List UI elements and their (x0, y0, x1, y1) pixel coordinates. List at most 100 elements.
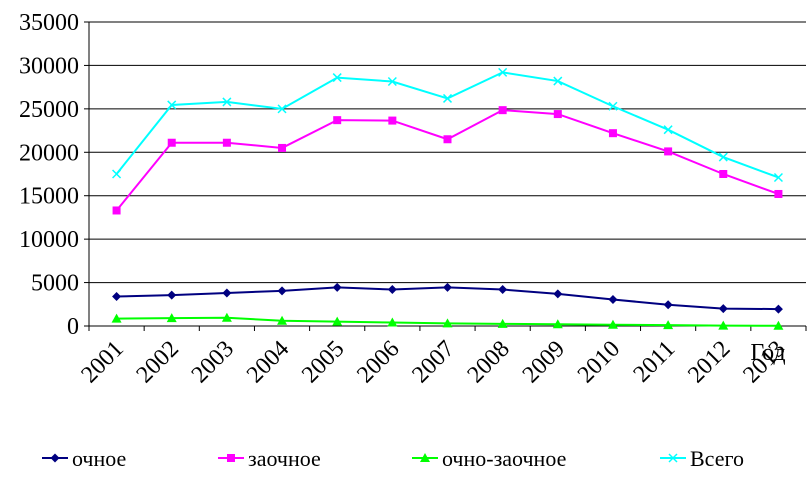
marker-stroke (668, 453, 678, 463)
marker-stroke (112, 169, 122, 179)
x-tick-label: 2008 (463, 336, 515, 388)
data-point (387, 317, 398, 327)
data-point (718, 304, 728, 314)
marker-stroke (498, 67, 508, 77)
marker-stroke (608, 101, 618, 111)
y-tick-label: 35000 (19, 10, 79, 36)
legend-label: очно-заочное (442, 446, 566, 471)
data-point (167, 138, 176, 147)
x-axis-label: Год (750, 340, 785, 366)
legend-item: Всего (660, 446, 744, 471)
data-point (222, 138, 231, 147)
data-point (774, 189, 783, 198)
data-point (773, 172, 783, 183)
marker-stroke (387, 76, 397, 87)
data-point (553, 110, 562, 119)
data-point (112, 206, 121, 215)
legend-item: очное (42, 446, 126, 471)
y-tick-label: 0 (67, 314, 79, 340)
data-point (222, 97, 232, 107)
data-point (719, 170, 728, 178)
y-tick-label: 30000 (19, 53, 79, 79)
data-point (111, 313, 122, 323)
x-tick-label: 2003 (187, 336, 239, 388)
data-point (663, 125, 673, 135)
marker-stroke (718, 152, 728, 162)
data-point (332, 73, 342, 83)
data-point (442, 93, 453, 103)
data-point (166, 313, 177, 323)
marker-stroke (663, 125, 673, 135)
x-tick-label: 2004 (242, 336, 294, 388)
data-point (498, 106, 507, 115)
y-axis-ticks: 0 5000 10000 15000 20000 25000 30000 35000 (19, 10, 89, 340)
data-point (497, 318, 508, 328)
x-tick-label: 2007 (407, 336, 459, 388)
data-point (277, 104, 287, 114)
y-tick-label: 25000 (19, 97, 79, 123)
legend-label: очное (72, 446, 126, 471)
data-point (387, 76, 397, 87)
series-layer (111, 67, 784, 330)
data-point (498, 67, 508, 77)
legend-marker (50, 453, 60, 463)
y-tick-label: 10000 (19, 227, 79, 253)
legend-label: заочное (248, 446, 321, 471)
series-4 (112, 67, 783, 183)
data-point (498, 285, 508, 295)
legend-marker (227, 454, 235, 462)
y-tick-label: 20000 (19, 140, 79, 166)
marker-stroke (277, 104, 287, 114)
marker-stroke (222, 97, 232, 107)
marker-stroke (773, 172, 783, 183)
marker-stroke (442, 93, 453, 103)
legend-item: заочное (218, 446, 321, 471)
x-tick-label: 2009 (518, 336, 570, 388)
plot-area (88, 22, 806, 327)
data-point (443, 135, 452, 144)
data-point (663, 300, 673, 310)
legend-label: Всего (690, 446, 744, 471)
data-point (167, 100, 177, 110)
data-point (388, 116, 397, 125)
data-point (718, 152, 728, 162)
y-tick-label: 15000 (19, 184, 79, 210)
x-tick-label: 2012 (683, 336, 735, 388)
data-point (553, 76, 563, 86)
legend-marker (420, 453, 430, 462)
series-3 (111, 312, 784, 330)
data-point (443, 282, 452, 292)
data-point (332, 282, 342, 292)
legend-marker (668, 453, 678, 463)
legend: очное заочное очно-заочное Всего (42, 446, 744, 471)
marker-stroke (167, 100, 177, 110)
data-point (663, 320, 674, 330)
y-tick-label: 5000 (31, 271, 79, 297)
data-point (718, 320, 729, 330)
x-tick-label: 2005 (297, 336, 349, 388)
data-point (607, 319, 618, 329)
series-line (115, 71, 779, 179)
legend-item: очно-заочное (412, 446, 566, 471)
data-point (608, 295, 618, 305)
data-point (608, 129, 617, 138)
x-tick-label: 2001 (76, 336, 128, 388)
series-2 (112, 106, 783, 215)
data-point (442, 318, 453, 328)
data-point (773, 320, 784, 330)
data-point (167, 290, 177, 300)
data-point (773, 304, 783, 314)
x-tick-label: 2002 (132, 336, 184, 388)
grid-lines (89, 21, 806, 284)
marker-stroke (332, 73, 342, 83)
x-tick-label: 2011 (629, 336, 681, 388)
data-point (112, 291, 122, 301)
x-axis-ticks: 2001 2002 2003 2004 2005 2006 2007 2008 2009 2010… (76, 326, 807, 388)
data-point (332, 316, 343, 326)
data-point (664, 147, 673, 156)
x-tick-label: 2006 (352, 336, 404, 388)
data-point (553, 289, 563, 299)
data-point (333, 116, 342, 125)
data-point (222, 288, 232, 298)
